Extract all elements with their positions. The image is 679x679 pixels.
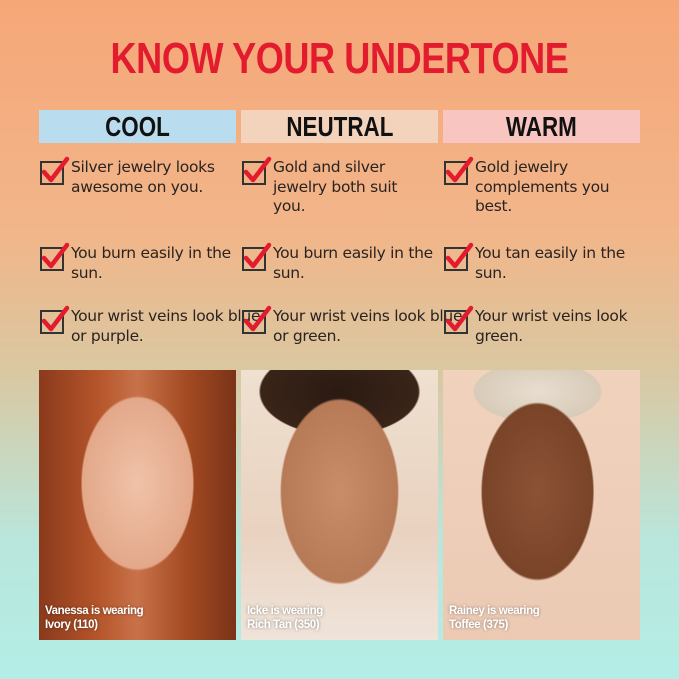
heading-neutral: NEUTRAL [241,110,438,143]
caption-line: Icke is wearing [247,605,323,617]
checklist-item: You burn easily in the sun. [241,242,433,283]
checklist-item: Silver jewelry looks awesome on you. [39,156,231,197]
checkbox-checked-icon [242,305,272,334]
checkbox-checked-icon [242,156,272,185]
model-photo-neutral: Icke is wearing Rich Tan (350) [241,370,438,640]
shade-name: Rich Tan (350) [247,619,320,631]
heading-label: COOL [105,110,170,142]
checklist-item: You tan easily in the sun. [443,242,635,283]
photo-caption: Rainey is wearing Toffee (375) [449,604,540,632]
checklist-item: Gold and silver jewelry both suit you. [241,156,433,217]
checklist-text: Your wrist veins look green. [475,307,628,345]
checkbox-checked-icon [242,242,272,271]
photo-caption: Icke is wearing Rich Tan (350) [247,604,323,632]
checklist-text: You burn easily in the sun. [273,244,433,282]
checkbox-checked-icon [444,242,474,271]
caption-line: Vanessa is wearing [45,605,144,617]
heading-label: WARM [506,110,577,142]
heading-warm: WARM [443,110,640,143]
checklist-text: Gold and silver jewelry both suit you. [273,158,398,215]
checklist-item: Your wrist veins look blue or green. [241,305,463,346]
checklist-item: You burn easily in the sun. [39,242,231,283]
checkbox-checked-icon [40,242,70,271]
checklist-text: You burn easily in the sun. [71,244,231,282]
checklist-text: Your wrist veins look blue or green. [273,307,463,345]
checkbox-checked-icon [40,156,70,185]
checkbox-checked-icon [444,156,474,185]
column-warm: WARM Gold jewelry complements you best. … [443,110,640,345]
checklist-text: You tan easily in the sun. [475,244,625,282]
caption-line: Rainey is wearing [449,605,540,617]
checkbox-checked-icon [444,305,474,334]
column-neutral: NEUTRAL Gold and silver jewelry both sui… [241,110,462,345]
model-photo-warm: Rainey is wearing Toffee (375) [443,370,640,640]
checklist-item: Gold jewelry complements you best. [443,156,635,217]
shade-name: Toffee (375) [449,619,508,631]
heading-label: NEUTRAL [285,110,393,142]
shade-name: Ivory (110) [45,619,98,631]
model-photo-cool: Vanessa is wearing Ivory (110) [39,370,236,640]
heading-cool: COOL [39,110,236,143]
checklist-item: Your wrist veins look green. [443,305,635,346]
column-cool: COOL Silver jewelry looks awesome on you… [39,110,260,345]
checklist-text: Your wrist veins look blue or purple. [71,307,261,345]
checklist-text: Silver jewelry looks awesome on you. [71,158,215,196]
checkbox-checked-icon [40,305,70,334]
photo-caption: Vanessa is wearing Ivory (110) [45,604,144,632]
checklist-text: Gold jewelry complements you best. [475,158,610,215]
page-title: KNOW YOUR UNDERTONE [110,34,569,83]
checklist-item: Your wrist veins look blue or purple. [39,305,261,346]
